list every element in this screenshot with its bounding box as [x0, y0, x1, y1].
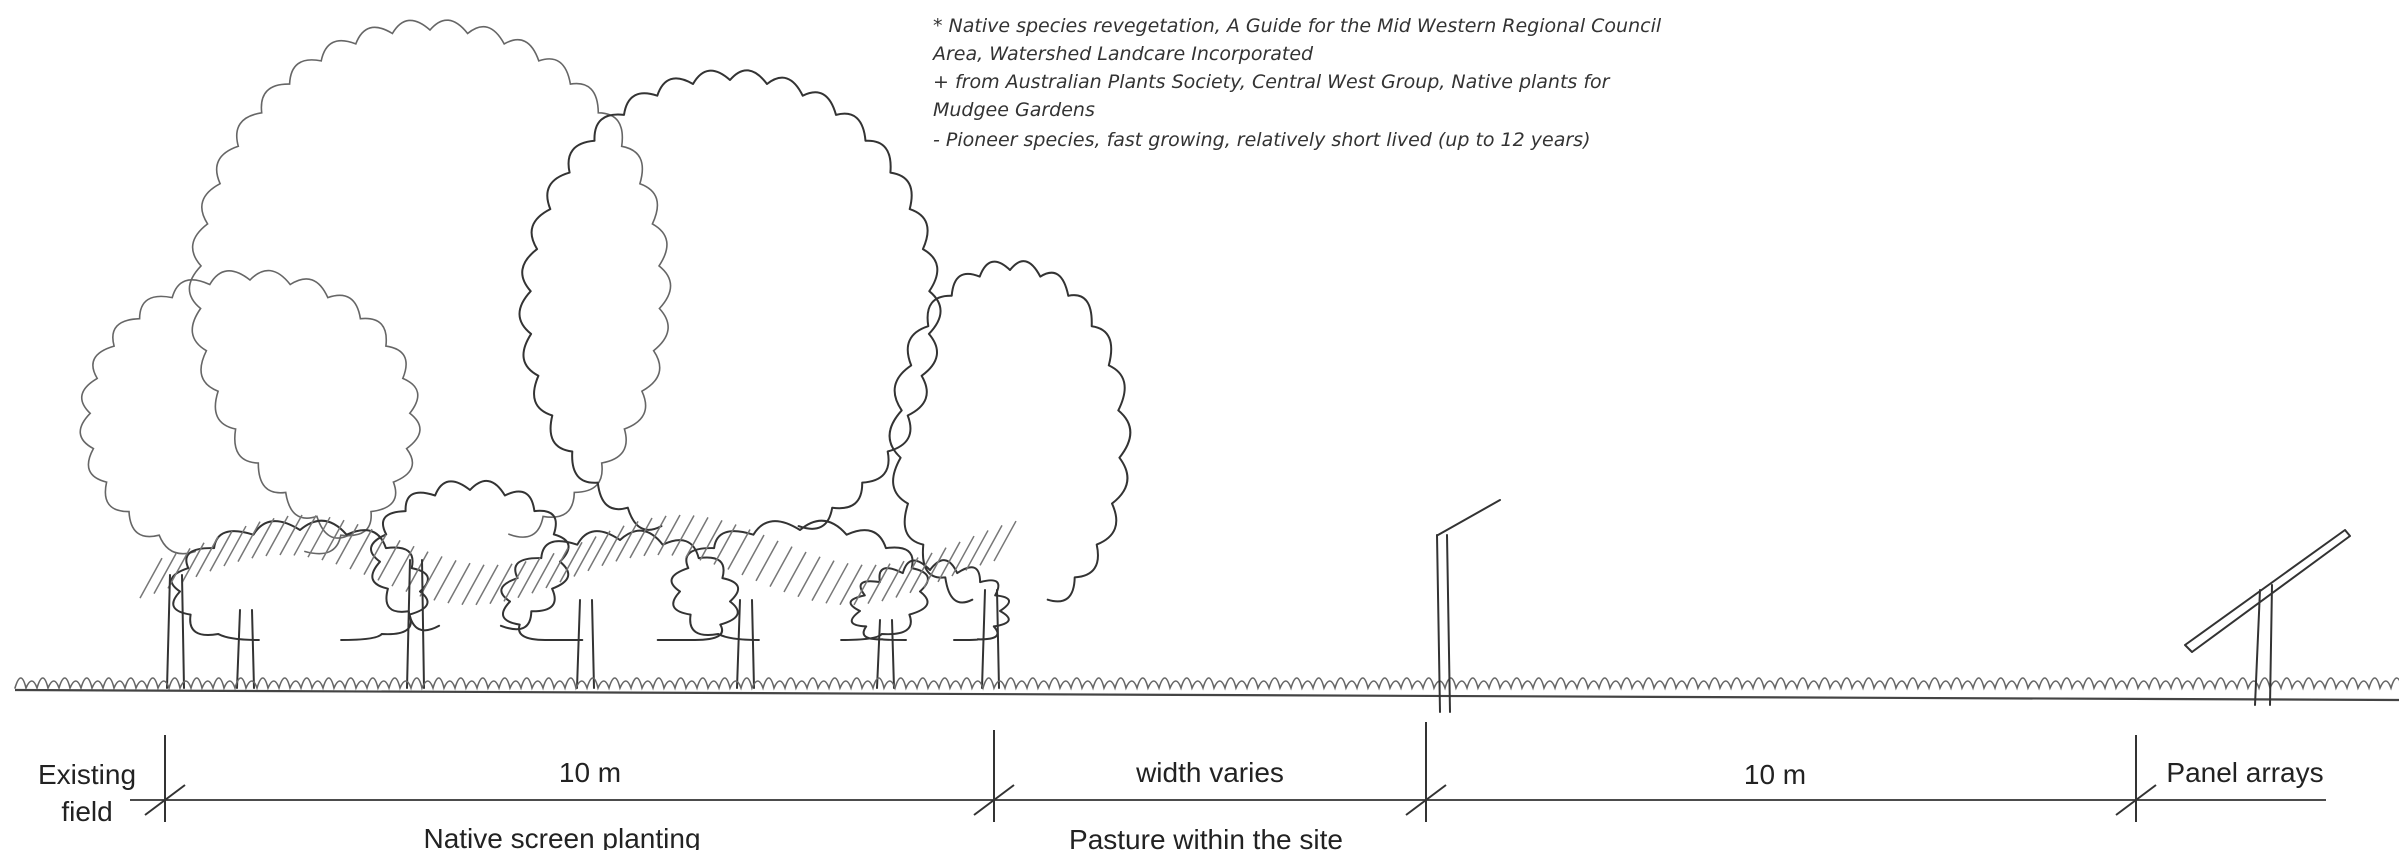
trunk [237, 610, 254, 688]
tree-crown [890, 261, 1131, 602]
hatch [938, 542, 960, 582]
hatch [238, 522, 260, 562]
label: Existing [38, 759, 136, 790]
trunk [577, 600, 594, 688]
tree-crown [172, 521, 428, 640]
hatch [756, 541, 778, 581]
hatch [658, 515, 680, 555]
hatch [994, 521, 1016, 561]
hatch [770, 547, 792, 587]
hatch [574, 536, 596, 576]
hatch [882, 561, 904, 601]
trunk [167, 575, 184, 688]
ground [15, 678, 2399, 688]
hatch [868, 564, 890, 604]
note-line: * Native species revegetation, A Guide f… [933, 15, 1662, 37]
tree-crown [672, 521, 928, 640]
hatch [140, 558, 162, 598]
hatch [378, 540, 400, 580]
tree-crown [519, 70, 940, 530]
hatch [966, 530, 988, 570]
pole [1437, 500, 1500, 712]
hatch [742, 535, 764, 575]
hatch [560, 542, 582, 582]
ground-line [15, 690, 2399, 700]
label: Panel arrays [2166, 757, 2323, 788]
section-sketch: * Native species revegetation, A Guide f… [0, 0, 2399, 850]
trunk [407, 560, 424, 688]
note-line: - Pioneer species, fast growing, relativ… [933, 129, 1590, 151]
hatch [714, 525, 736, 565]
drawing [15, 20, 2399, 712]
hatch [490, 564, 512, 604]
hatch [980, 525, 1002, 565]
notes: * Native species revegetation, A Guide f… [931, 15, 1662, 151]
hatch [630, 518, 652, 558]
hatch [854, 565, 876, 605]
tree-crown [189, 20, 670, 538]
dimension-length: width varies [1135, 757, 1284, 788]
note-line: Mudgee Gardens [933, 99, 1095, 121]
dimension-length: 10 m [559, 757, 621, 788]
tree-crown [371, 481, 569, 630]
hatch [728, 530, 750, 570]
hatch [616, 521, 638, 561]
hatch [532, 553, 554, 593]
page: {"notes": ["* Native species revegetatio… [0, 0, 2399, 850]
hatch [154, 554, 176, 594]
hatch [784, 552, 806, 592]
hatch [588, 531, 610, 571]
tree-crown [80, 271, 420, 554]
hatch [644, 516, 666, 556]
note-line: + from Australian Plants Society, Centra… [933, 71, 1611, 93]
hatch [476, 565, 498, 605]
dimension-length: 10 m [1744, 759, 1806, 790]
panel-array [2185, 530, 2350, 705]
hatch [210, 531, 232, 571]
note-line: Area, Watershed Landcare Incorporated [931, 43, 1314, 65]
hatch [280, 515, 302, 555]
hatch [518, 558, 540, 598]
hatch [182, 543, 204, 583]
trunk [737, 600, 754, 688]
hatch [196, 537, 218, 577]
dimension-label: Native screen planting [423, 823, 700, 850]
dimension-label: Pasture within the site [1069, 824, 1343, 850]
label: field [61, 796, 112, 827]
